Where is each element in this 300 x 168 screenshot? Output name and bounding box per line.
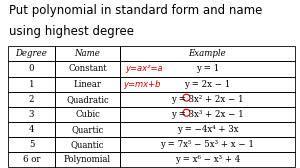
- Text: y=mx+b: y=mx+b: [123, 80, 160, 89]
- Bar: [8, 76, 55, 92]
- Bar: [8, 61, 55, 76]
- Bar: [120, 107, 295, 122]
- Text: Example: Example: [189, 49, 226, 58]
- Bar: [55, 107, 120, 122]
- Bar: [55, 92, 120, 107]
- Bar: [120, 61, 295, 76]
- Bar: [55, 152, 120, 167]
- Bar: [55, 61, 120, 76]
- Text: y = 7x⁵ − 5x³ + x − 1: y = 7x⁵ − 5x³ + x − 1: [160, 140, 254, 149]
- Bar: [8, 107, 55, 122]
- Text: 4: 4: [29, 125, 34, 134]
- Text: 0: 0: [29, 65, 34, 73]
- Bar: [55, 122, 120, 137]
- Text: Quadratic: Quadratic: [66, 95, 109, 104]
- Bar: [8, 137, 55, 152]
- Bar: [8, 152, 55, 167]
- Text: Polynomial: Polynomial: [64, 155, 111, 164]
- Text: y = x⁶ − x³ + 4: y = x⁶ − x³ + 4: [175, 155, 240, 164]
- Bar: [8, 92, 55, 107]
- Bar: [8, 46, 55, 61]
- Bar: [55, 46, 120, 61]
- Text: 5: 5: [29, 140, 34, 149]
- Text: Constant: Constant: [68, 65, 107, 73]
- Bar: [55, 76, 120, 92]
- Text: 3: 3: [29, 110, 34, 119]
- Bar: [120, 152, 295, 167]
- Text: Cubic: Cubic: [75, 110, 100, 119]
- Text: 1: 1: [29, 80, 34, 89]
- Text: y=ax²=a: y=ax²=a: [125, 65, 163, 73]
- Text: y = 3x³ + 2x − 1: y = 3x³ + 2x − 1: [171, 110, 244, 119]
- Text: 2: 2: [29, 95, 34, 104]
- Text: Linear: Linear: [74, 80, 101, 89]
- Bar: [120, 122, 295, 137]
- Text: y = 3x² + 2x − 1: y = 3x² + 2x − 1: [171, 95, 244, 104]
- Text: Name: Name: [75, 49, 101, 58]
- Bar: [8, 122, 55, 137]
- Text: y = 2x − 1: y = 2x − 1: [184, 80, 231, 89]
- Text: y = −4x⁴ + 3x: y = −4x⁴ + 3x: [177, 125, 238, 134]
- Text: Degree: Degree: [16, 49, 47, 58]
- Bar: [120, 76, 295, 92]
- Text: Quartic: Quartic: [71, 125, 103, 134]
- Bar: [120, 92, 295, 107]
- Text: Quantic: Quantic: [71, 140, 104, 149]
- Bar: [55, 137, 120, 152]
- Bar: [120, 137, 295, 152]
- Bar: [120, 46, 295, 61]
- Text: using highest degree: using highest degree: [9, 25, 134, 38]
- Text: Put polynomial in standard form and name: Put polynomial in standard form and name: [9, 4, 262, 17]
- Text: 6 or: 6 or: [23, 155, 40, 164]
- Text: y = 1: y = 1: [196, 65, 219, 73]
